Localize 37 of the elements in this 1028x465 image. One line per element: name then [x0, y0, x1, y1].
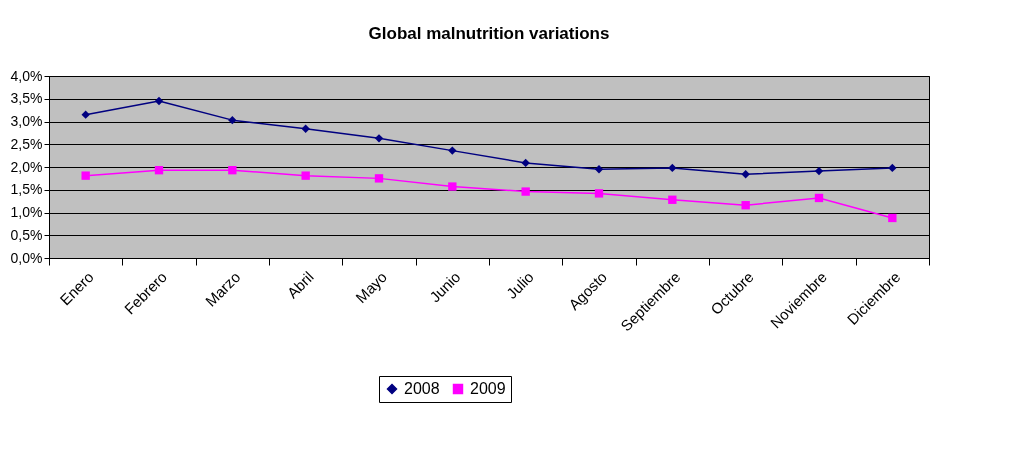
point	[81, 110, 90, 119]
point	[814, 166, 824, 176]
y-tick-label: 3,0%	[10, 113, 43, 129]
point	[448, 146, 457, 155]
point	[594, 165, 604, 174]
chart-title: Global malnutrition variations	[368, 24, 610, 43]
point	[154, 166, 164, 175]
point	[154, 96, 164, 106]
point	[668, 195, 677, 204]
y-tick-label: 0,5%	[10, 226, 43, 243]
y-tick-label: 1,0%	[10, 204, 43, 220]
point	[228, 115, 237, 125]
point	[741, 170, 750, 179]
legend-label: 2008	[404, 380, 440, 397]
point	[888, 163, 897, 173]
point	[521, 187, 530, 196]
point	[448, 182, 457, 191]
point	[888, 213, 897, 223]
point	[228, 166, 237, 175]
y-tick-label: 2,5%	[10, 135, 43, 152]
point	[521, 158, 530, 168]
point	[374, 174, 384, 183]
x-tick-label: Julio	[502, 268, 537, 302]
point	[741, 201, 750, 210]
point	[594, 189, 604, 198]
legend-label: 2009	[470, 380, 506, 397]
point	[668, 163, 677, 173]
point	[374, 134, 384, 143]
point	[301, 171, 310, 180]
point	[301, 124, 310, 133]
point	[81, 171, 90, 180]
y-tick-label: 0,0%	[10, 249, 43, 266]
point	[814, 193, 824, 203]
y-tick-label: 3,5%	[10, 90, 43, 107]
y-tick-label: 1,5%	[10, 181, 43, 198]
y-tick-label: 4,0%	[10, 67, 43, 84]
y-tick-label: 2,0%	[10, 158, 43, 175]
